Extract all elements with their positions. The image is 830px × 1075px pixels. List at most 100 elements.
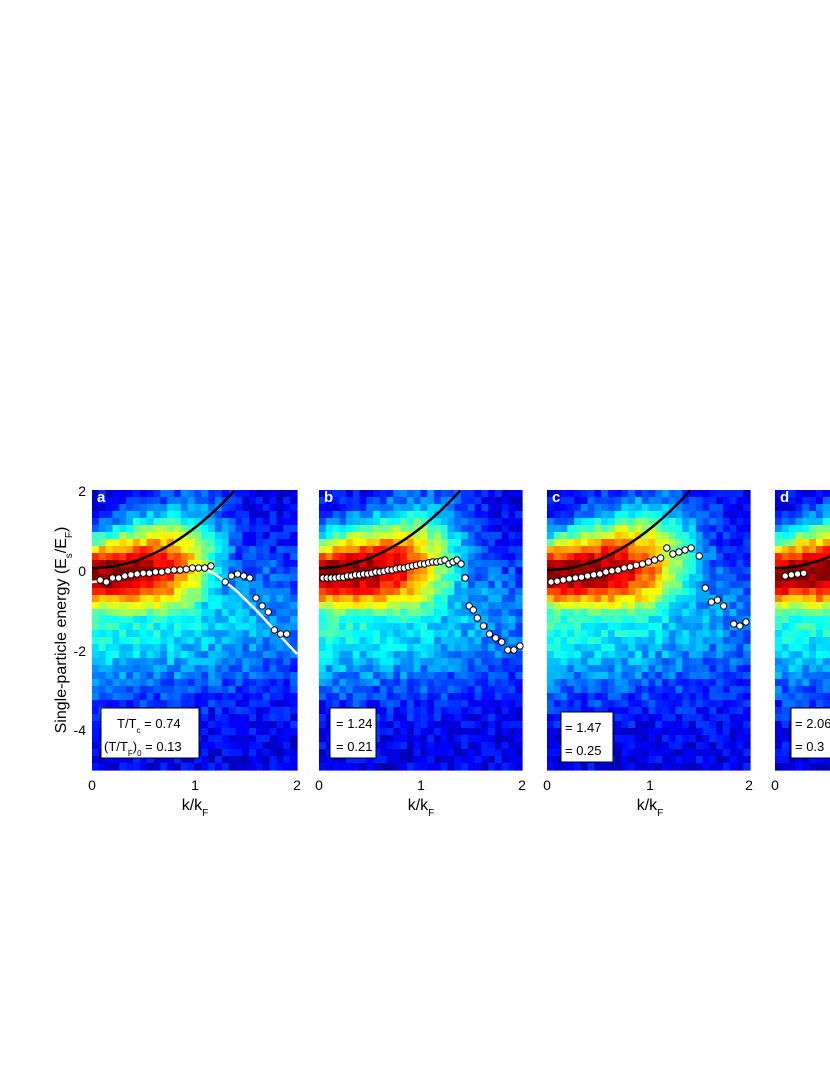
heatmap-cell xyxy=(716,763,724,771)
heatmap-cell xyxy=(488,728,496,736)
heatmap-cell xyxy=(420,728,428,736)
heatmap-cell xyxy=(553,763,562,771)
heatmap-cell xyxy=(194,665,202,673)
heatmap-cell xyxy=(607,763,616,771)
heatmap-cell xyxy=(194,532,202,540)
heatmap-cell xyxy=(781,532,790,540)
heatmap-cell xyxy=(413,490,422,498)
heatmap-cell xyxy=(560,567,568,575)
heatmap-cell xyxy=(366,525,374,533)
heatmap-cell xyxy=(194,637,202,645)
heatmap-cell xyxy=(668,490,677,498)
heatmap-cell xyxy=(262,525,271,533)
heatmap-cell xyxy=(332,539,340,547)
heatmap-cell xyxy=(594,651,602,659)
heatmap-cell xyxy=(689,588,697,596)
x-ticks-panel-a: 0 1 2 xyxy=(88,777,301,793)
heatmap-cell xyxy=(242,742,250,750)
heatmap-cell xyxy=(160,630,168,638)
heatmap-cell xyxy=(689,756,697,764)
heatmap-cell xyxy=(256,658,264,666)
heatmap-cell xyxy=(447,679,455,687)
heatmap-cell xyxy=(447,707,455,715)
heatmap-cell xyxy=(675,602,683,610)
heatmap-cell xyxy=(242,665,250,673)
heatmap-cell xyxy=(325,497,334,505)
heatmap-cell xyxy=(736,714,744,722)
heatmap-cell xyxy=(427,574,435,582)
heatmap-cell xyxy=(262,707,271,715)
heatmap-cell xyxy=(400,588,408,596)
heatmap-cell xyxy=(434,532,442,540)
heatmap-cell xyxy=(420,721,428,729)
heatmap-cell xyxy=(641,644,650,652)
heatmap-cell xyxy=(201,511,209,519)
heatmap-cell xyxy=(716,700,724,708)
heatmap-cell xyxy=(547,644,555,652)
heatmap-cell xyxy=(709,497,717,505)
heatmap-cell xyxy=(641,546,650,554)
heatmap-cell xyxy=(467,651,476,659)
heatmap-cell xyxy=(682,518,690,526)
heatmap-cell xyxy=(262,672,271,680)
heatmap-cell xyxy=(400,644,408,652)
heatmap-cell xyxy=(339,567,347,575)
heatmap-cell xyxy=(242,721,250,729)
heatmap-cell xyxy=(641,623,650,631)
heatmap-cell xyxy=(283,623,291,631)
heatmap-cell xyxy=(560,763,568,771)
heatmap-cell xyxy=(809,623,817,631)
heatmap-cell xyxy=(567,665,575,673)
heatmap-cell xyxy=(461,553,469,561)
heatmap-cell xyxy=(276,686,284,694)
heatmap-cell xyxy=(146,518,155,526)
heatmap-cell xyxy=(729,721,738,729)
heatmap-cell xyxy=(139,595,148,603)
heatmap-cell xyxy=(508,756,516,764)
heatmap-cell xyxy=(702,735,710,743)
heatmap-cell xyxy=(574,763,582,771)
heatmap-cell xyxy=(736,574,744,582)
heatmap-cell xyxy=(373,504,381,512)
heatmap-cell xyxy=(628,637,636,645)
heatmap-cell xyxy=(481,672,489,680)
heatmap-cell xyxy=(508,700,516,708)
heatmap-cell xyxy=(587,700,595,708)
heatmap-cell xyxy=(816,490,824,498)
heatmap-cell xyxy=(400,679,408,687)
heatmap-cell xyxy=(126,595,134,603)
heatmap-cell xyxy=(695,763,704,771)
heatmap-cell xyxy=(256,539,264,547)
heatmap-cell xyxy=(702,490,710,498)
heatmap-cell xyxy=(662,616,670,624)
heatmap-cell xyxy=(508,560,516,568)
heatmap-cell xyxy=(366,665,374,673)
heatmap-cell xyxy=(447,630,455,638)
heatmap-cell xyxy=(400,700,408,708)
heatmap-panel-c xyxy=(547,489,751,771)
heatmap-cell xyxy=(180,602,189,610)
heatmap-cell xyxy=(447,602,455,610)
heatmap-cell xyxy=(283,721,291,729)
heatmap-cell xyxy=(716,518,724,526)
heatmap-cell xyxy=(249,651,257,659)
heatmap-cell xyxy=(567,490,575,498)
heatmap-cell xyxy=(461,735,469,743)
heatmap-cell xyxy=(648,539,656,547)
heatmap-cell xyxy=(366,518,374,526)
heatmap-cell xyxy=(215,623,223,631)
heatmap-cell xyxy=(501,609,510,617)
heatmap-cell xyxy=(702,714,710,722)
heatmap-cell xyxy=(221,707,230,715)
heatmap-cell xyxy=(119,497,127,505)
heatmap-cell xyxy=(379,700,388,708)
heatmap-cell xyxy=(621,707,629,715)
heatmap-cell xyxy=(822,602,830,610)
heatmap-cell xyxy=(621,532,629,540)
heatmap-cell xyxy=(722,637,731,645)
heatmap-cell xyxy=(393,511,401,519)
heatmap-cell xyxy=(413,574,422,582)
heatmap-cell xyxy=(167,637,175,645)
heatmap-cell xyxy=(607,609,616,617)
heatmap-cell xyxy=(662,497,670,505)
